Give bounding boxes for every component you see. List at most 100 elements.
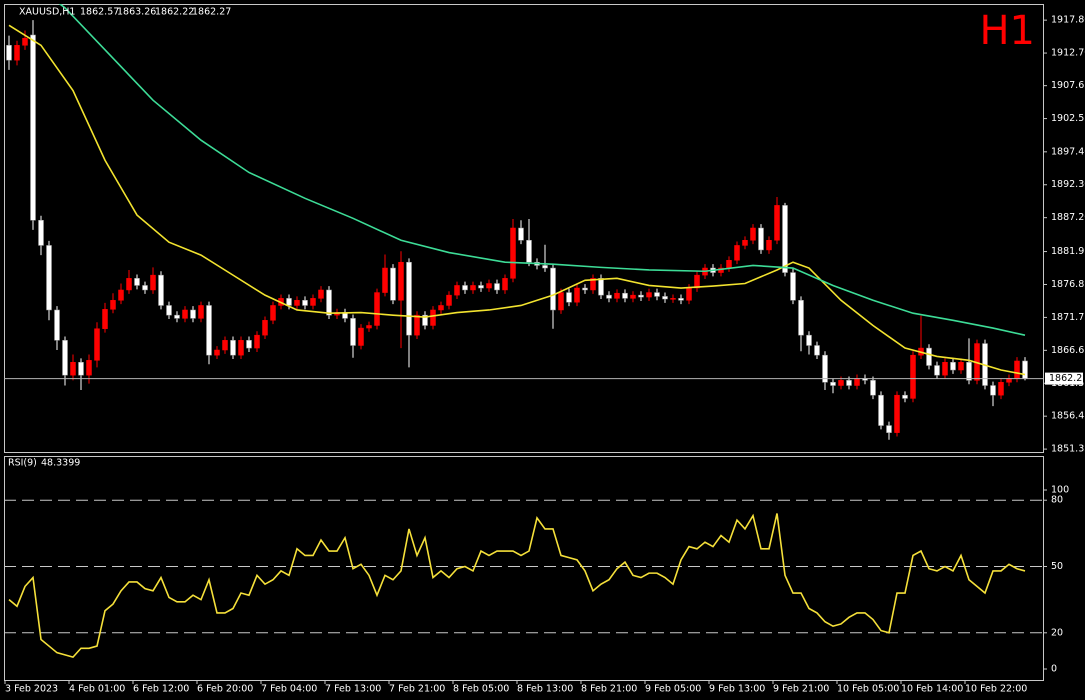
candle-body xyxy=(566,292,572,303)
rsi-tick-label: 0 xyxy=(1051,664,1057,675)
candle-body xyxy=(846,380,852,386)
candle-body xyxy=(230,340,236,356)
candle-body xyxy=(742,240,748,246)
candle-body xyxy=(78,362,84,376)
rsi-tick-label: 80 xyxy=(1051,495,1063,506)
candle-body xyxy=(662,296,668,300)
candle-body xyxy=(350,318,356,346)
candle-body xyxy=(998,382,1004,396)
candle-body xyxy=(614,292,620,299)
candle-body xyxy=(374,292,380,326)
x-tick-label: 7 Feb 21:00 xyxy=(389,684,445,695)
y-tick-label: 1856.45 xyxy=(1051,411,1085,422)
header-close: 1862.27 xyxy=(192,7,231,18)
x-tick-label: 8 Feb 05:00 xyxy=(453,684,509,695)
header-low: 1862.22 xyxy=(155,7,194,18)
candle-body xyxy=(6,45,12,61)
candle-body xyxy=(934,365,940,376)
candle-body xyxy=(238,340,244,356)
candle-body xyxy=(606,294,612,299)
candle-body xyxy=(678,298,684,301)
candle-body xyxy=(902,394,908,399)
x-tick-label: 10 Feb 05:00 xyxy=(837,684,899,695)
candle-body xyxy=(782,205,788,273)
candle-body xyxy=(270,305,276,321)
candle-body xyxy=(446,294,452,306)
moving-average xyxy=(8,24,1026,376)
candle-body xyxy=(262,320,268,336)
candle-body xyxy=(206,305,212,356)
candle-body xyxy=(110,300,116,310)
header-open: 1862.57 xyxy=(80,7,119,18)
candle-body xyxy=(486,283,492,289)
candle-body xyxy=(70,362,76,376)
candle-body xyxy=(430,309,436,326)
candle-body xyxy=(910,354,916,399)
candle-body xyxy=(622,292,628,299)
candle-body xyxy=(366,325,372,329)
candle-body xyxy=(798,300,804,336)
candle-body xyxy=(774,205,780,241)
candle-body xyxy=(286,298,292,306)
rsi-tick-label: 100 xyxy=(1051,485,1069,496)
x-tick-label: 6 Feb 12:00 xyxy=(133,684,189,695)
candle-body xyxy=(598,278,604,296)
candle-body xyxy=(182,309,188,319)
candle-body xyxy=(638,294,644,298)
candle-body xyxy=(894,394,900,433)
y-tick-label: 1907.65 xyxy=(1051,80,1085,91)
candle-body xyxy=(382,267,388,293)
candle-body xyxy=(454,285,460,296)
candle-body xyxy=(878,394,884,426)
candle-body xyxy=(766,240,772,251)
x-tick-label: 10 Feb 22:00 xyxy=(965,684,1027,695)
candle-body xyxy=(174,314,180,319)
candle-body xyxy=(470,285,476,291)
candle-body xyxy=(142,285,148,291)
candle-body xyxy=(358,327,364,346)
x-tick-label: 7 Feb 04:00 xyxy=(261,684,317,695)
candle-body xyxy=(814,345,820,356)
candle-body xyxy=(310,298,316,306)
x-tick-label: 8 Feb 21:00 xyxy=(581,684,637,695)
candle-body xyxy=(462,285,468,291)
y-tick-label: 1892.30 xyxy=(1051,179,1085,190)
candle-body xyxy=(398,261,404,301)
main-panel xyxy=(4,4,1043,440)
x-tick-label: 6 Feb 20:00 xyxy=(197,684,253,695)
candle-body xyxy=(478,285,484,289)
axes: 1917.80 1912.70 1907.65 1902.55 1897.40 1892.… xyxy=(4,15,1085,695)
rsi-tick-label: 20 xyxy=(1051,627,1063,638)
candle-body xyxy=(990,385,996,396)
last-price-box xyxy=(1045,372,1083,385)
candle-body xyxy=(670,298,676,300)
candle-body xyxy=(214,349,220,356)
symbol-label: XAUUSD,H1 xyxy=(19,7,75,18)
rsi-panel xyxy=(4,499,1043,659)
candle-body xyxy=(46,245,52,311)
x-tick-label: 9 Feb 05:00 xyxy=(645,684,701,695)
candle-body xyxy=(822,354,828,383)
candle-body xyxy=(414,314,420,336)
candle-body xyxy=(582,287,588,291)
candle-body xyxy=(926,347,932,366)
candle-body xyxy=(966,362,972,381)
candle-body xyxy=(510,227,516,279)
candle-body xyxy=(422,314,428,326)
candle-body xyxy=(558,292,564,311)
candle-body xyxy=(758,227,764,251)
candle-body xyxy=(518,227,524,241)
x-tick-label: 3 Feb 2023 xyxy=(5,684,58,695)
candle-body xyxy=(942,362,948,376)
candle-body xyxy=(406,261,412,336)
x-tick-label: 9 Feb 13:00 xyxy=(709,684,765,695)
rsi-line xyxy=(8,513,1026,659)
candle-body xyxy=(590,278,596,291)
candle-body xyxy=(150,274,156,291)
candle-body xyxy=(806,334,812,346)
rsi-label: RSI(9) xyxy=(8,458,37,469)
y-tick-label: 1897.40 xyxy=(1051,146,1085,157)
candle-body xyxy=(854,378,860,386)
candle-body xyxy=(830,382,836,386)
